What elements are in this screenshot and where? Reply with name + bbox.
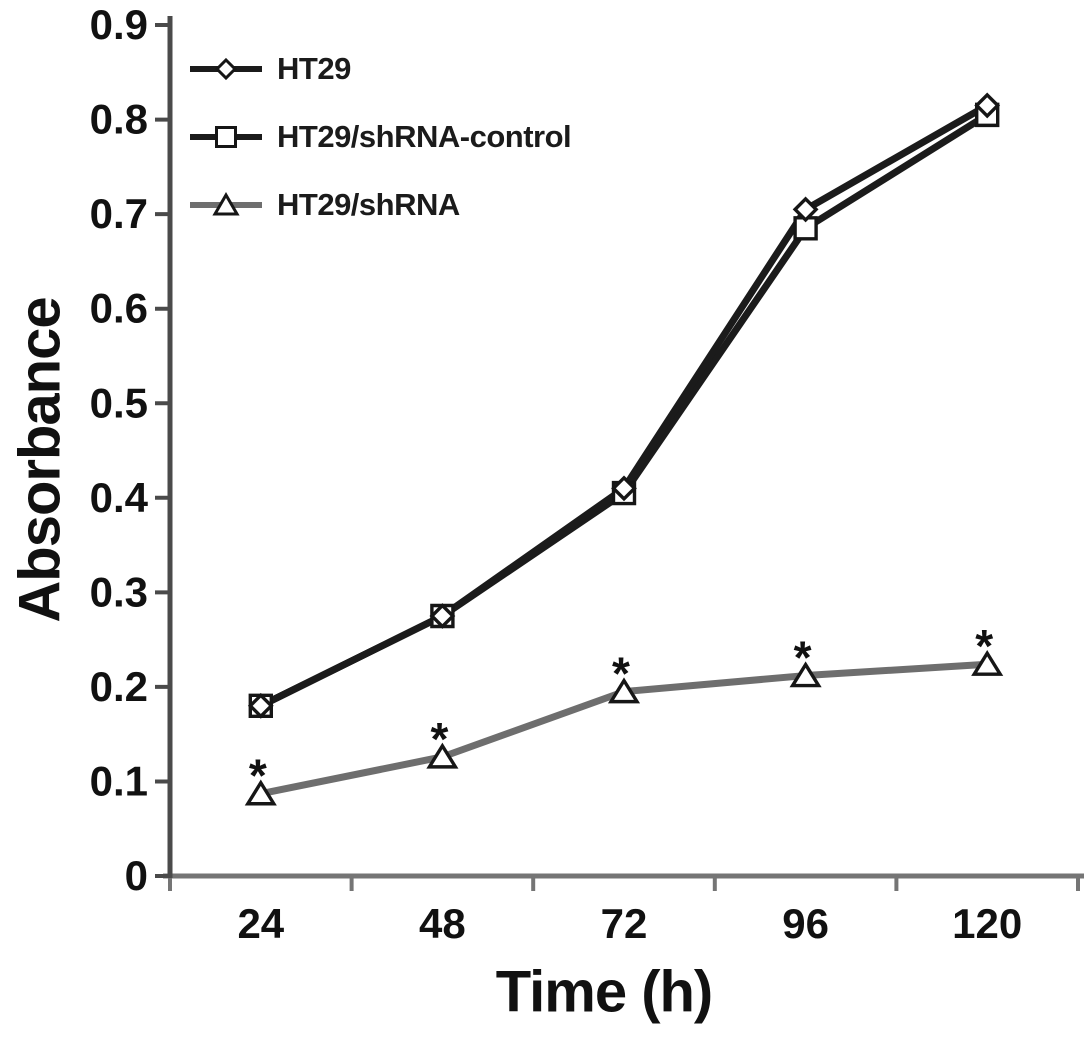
diamond-legend-icon: [190, 57, 262, 81]
square-legend-icon: [190, 126, 262, 148]
diamond-marker: [429, 603, 456, 629]
y-tick-label: 0.1: [90, 757, 148, 804]
x-tick-label: 72: [601, 900, 648, 947]
triangle-legend-icon: [190, 192, 262, 216]
diamond-marker: [974, 92, 1001, 119]
x-tick-label: 96: [782, 900, 829, 947]
legend-item-HT29/shRNA: HT29/shRNA: [188, 188, 571, 222]
y-tick-label: 0: [125, 852, 148, 899]
legend-label: HT29/shRNA: [277, 187, 460, 222]
y-tick-label: 0.6: [90, 285, 148, 332]
y-tick-label: 0.9: [90, 1, 148, 48]
triangle-marker: [426, 742, 459, 769]
x-tick-label: 48: [419, 900, 466, 947]
x-tick-label: 24: [237, 900, 284, 947]
triangle-marker: [789, 661, 822, 688]
significance-asterisk: *: [249, 750, 267, 802]
diamond-marker: [792, 196, 819, 223]
triangle-marker: [607, 677, 641, 704]
triangle-marker: [971, 649, 1004, 676]
legend-label: HT29: [277, 51, 351, 86]
significance-asterisk: *: [430, 713, 448, 765]
significance-asterisk: *: [794, 632, 812, 684]
triangle-marker: [244, 779, 277, 806]
diamond-marker: [611, 475, 637, 502]
significance-asterisk: *: [612, 648, 630, 700]
y-tick-label: 0.2: [90, 663, 148, 710]
y-tick-label: 0.7: [90, 190, 148, 237]
legend: HT29 HT29/shRNA-control HT29/shRNA: [188, 52, 572, 222]
x-axis-title: Time (h): [495, 959, 713, 1025]
x-tick-label: 120: [952, 900, 1022, 947]
y-axis-title: Absorbance: [7, 297, 73, 623]
significance-asterisk: *: [975, 620, 993, 672]
y-tick-label: 0.8: [90, 96, 148, 143]
y-tick-label: 0.3: [90, 568, 148, 615]
legend-label: HT29/shRNA-control: [277, 119, 572, 154]
diamond-marker: [247, 692, 274, 719]
y-tick-label: 0.4: [90, 474, 149, 521]
y-tick-label: 0.5: [90, 379, 148, 426]
legend-item-HT29: HT29: [188, 52, 571, 86]
legend-item-HT29/shRNA-control: HT29/shRNA-control: [188, 119, 572, 154]
